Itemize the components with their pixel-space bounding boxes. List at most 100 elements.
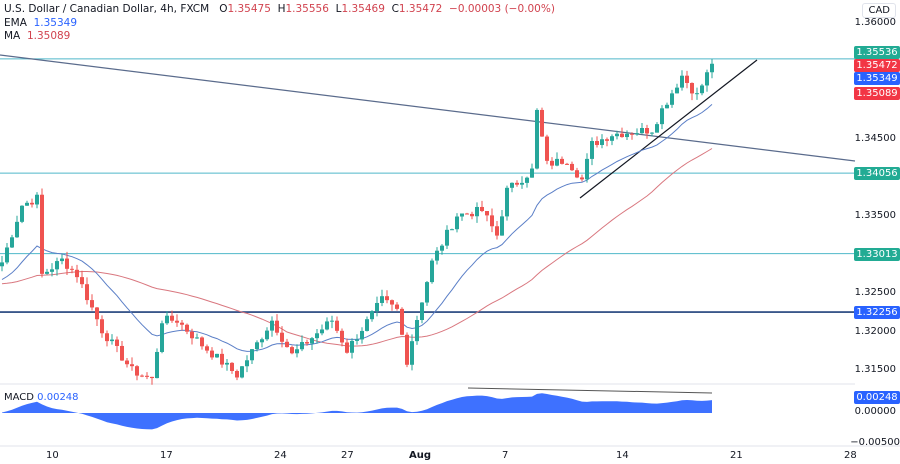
candle-body <box>380 296 384 303</box>
currency-label[interactable]: CAD <box>862 3 896 18</box>
candle-body <box>150 376 154 379</box>
candle-body <box>660 108 664 125</box>
price-axis-label: 1.33500 <box>854 210 896 221</box>
candle-body <box>625 133 629 138</box>
candle-body <box>650 132 654 134</box>
candle-body <box>295 349 299 354</box>
candle-body <box>155 351 159 379</box>
candle-body <box>0 262 4 267</box>
close-value: 1.35472 <box>398 3 443 15</box>
candle-body <box>705 72 709 86</box>
candle-body <box>120 345 124 361</box>
candle-body <box>570 163 574 171</box>
candle-body <box>100 319 104 334</box>
candle-body <box>355 339 359 341</box>
time-axis-label: 24 <box>274 450 287 461</box>
ema-line <box>1 104 713 352</box>
candle-body <box>640 128 644 134</box>
candle-body <box>505 187 509 217</box>
ma-legend[interactable]: MA 1.35089 <box>4 30 71 42</box>
time-axis-label: 21 <box>730 450 743 461</box>
candle-body <box>600 139 604 145</box>
high-value: 1.35556 <box>285 3 329 15</box>
candle-body <box>205 346 209 351</box>
candle-body <box>535 109 539 169</box>
candle-body <box>240 366 244 378</box>
candle-body <box>375 302 379 312</box>
candle-body <box>135 366 139 376</box>
candle-body <box>470 213 474 217</box>
candle-body <box>610 136 614 141</box>
candle-body <box>145 375 149 377</box>
candle-body <box>385 296 389 301</box>
candle-body <box>435 250 439 261</box>
candle-body <box>30 202 34 205</box>
candle-body <box>320 329 324 334</box>
candle-body <box>690 82 694 94</box>
price-tag: 1.35349 <box>854 72 900 85</box>
candle-body <box>280 332 284 342</box>
candle-body <box>85 284 89 301</box>
time-axis-label: 7 <box>502 450 509 461</box>
candle-body <box>630 133 634 135</box>
candle-body <box>465 213 469 215</box>
candle-body <box>425 282 429 303</box>
candle-body <box>95 307 99 320</box>
candle-body <box>495 226 499 236</box>
candle-body <box>560 158 564 164</box>
candle-body <box>15 221 19 238</box>
candle-body <box>480 206 484 212</box>
candle-body <box>220 353 224 365</box>
candle-body <box>500 216 504 236</box>
candle-body <box>665 104 669 109</box>
candle-body <box>635 133 639 135</box>
symbol-legend: U.S. Dollar / Canadian Dollar, 4h, FXCM … <box>4 3 555 15</box>
candle-body <box>515 182 519 185</box>
symbol-title[interactable]: U.S. Dollar / Canadian Dollar, 4h, FXCM <box>4 3 210 15</box>
macd-legend[interactable]: MACD 0.00248 <box>4 392 79 403</box>
candle-body <box>390 300 394 305</box>
candle-body <box>685 75 689 83</box>
candle-body <box>530 168 534 178</box>
price-axis-label: 1.34500 <box>854 132 896 144</box>
change-value: −0.00003 (−0.00%) <box>449 3 555 15</box>
macd-zero-label: 0.00000 <box>854 406 896 417</box>
candle-body <box>520 182 524 185</box>
candle-body <box>550 160 554 166</box>
candle-body <box>190 331 194 339</box>
candle-body <box>80 277 84 285</box>
candle-body <box>555 158 559 166</box>
candle-body <box>335 320 339 331</box>
candle-body <box>175 320 179 323</box>
candle-body <box>250 349 254 361</box>
candle-body <box>345 342 349 353</box>
candle-body <box>365 319 369 331</box>
candle-body <box>615 133 619 137</box>
ascending-trendline <box>579 59 758 199</box>
candle-body <box>420 302 424 320</box>
price-tag: 1.35536 <box>854 46 900 59</box>
candle-body <box>340 330 344 343</box>
candle-body <box>105 333 109 342</box>
candle-body <box>170 315 174 321</box>
candle-body <box>595 141 599 145</box>
candle-body <box>490 215 494 227</box>
candle-body <box>115 339 119 346</box>
candle-body <box>65 258 69 269</box>
candle-body <box>510 182 514 188</box>
time-axis-label: 28 <box>844 450 857 461</box>
candle-body <box>545 136 549 161</box>
candle-body <box>90 300 94 308</box>
candle-body <box>75 269 79 278</box>
candle-body <box>285 341 289 348</box>
ema-legend[interactable]: EMA 1.35349 <box>4 17 77 29</box>
macd-divergence-line <box>467 387 713 394</box>
candle-body <box>405 334 409 365</box>
macd-value-tag: 0.00248 <box>854 391 900 404</box>
candle-body <box>60 258 64 262</box>
candle-body <box>5 247 9 263</box>
candle-body <box>655 124 659 133</box>
candle-body <box>680 75 684 88</box>
